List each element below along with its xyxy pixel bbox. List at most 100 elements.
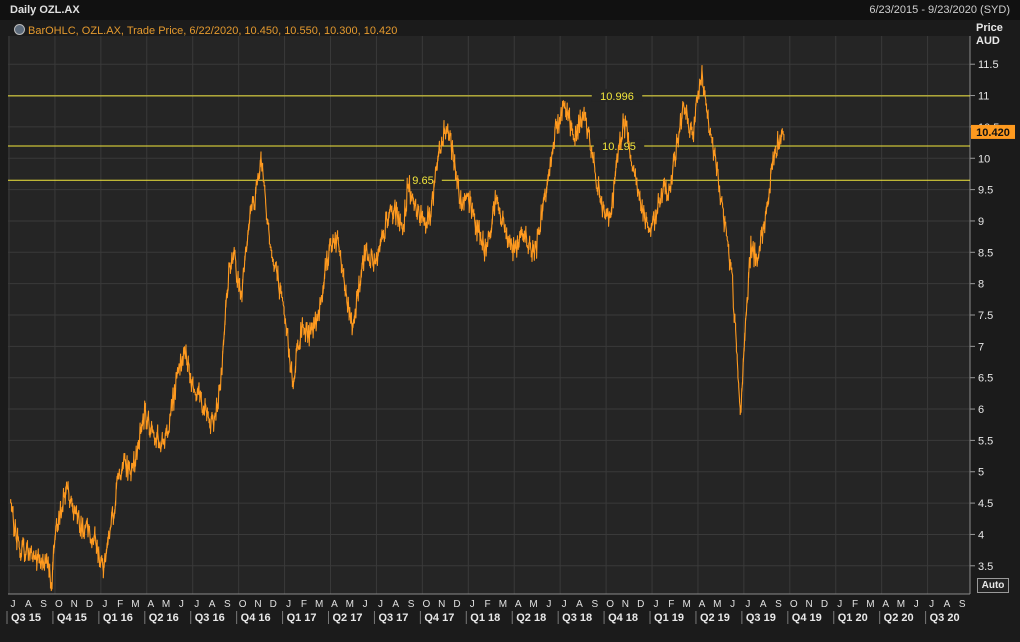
month-tick-label: M [346, 599, 354, 610]
axis-unit-price: Price [976, 22, 1003, 34]
month-tick-label: M [866, 599, 874, 610]
month-tick-label: A [147, 599, 154, 610]
month-tick-label: S [40, 599, 47, 610]
month-tick-label: N [71, 599, 78, 610]
quarter-tick-label: Q3 17 [378, 612, 408, 624]
month-tick-label: D [637, 599, 644, 610]
chart-title: Daily OZL.AX [10, 4, 80, 16]
y-tick-label: 11.5 [978, 59, 999, 71]
auto-scale-button[interactable]: Auto [977, 578, 1009, 593]
y-tick-label: 8.5 [978, 247, 993, 259]
month-tick-label: M [315, 599, 323, 610]
quarter-tick-label: Q3 16 [195, 612, 225, 624]
y-tick-label: 8 [978, 279, 984, 291]
month-tick-label: A [882, 599, 889, 610]
month-tick-label: J [730, 599, 735, 610]
quarter-tick-label: Q1 16 [103, 612, 133, 624]
month-tick-label: A [760, 599, 767, 610]
month-tick-label: M [131, 599, 139, 610]
y-tick-label: 10.5 [978, 122, 999, 134]
month-tick-label: J [378, 599, 383, 610]
month-tick-label: J [745, 599, 750, 610]
title-bar: Daily OZL.AX 6/23/2015 - 9/23/2020 (SYD) [0, 0, 1020, 20]
plot-area[interactable] [8, 36, 970, 594]
quarter-tick-label: Q1 19 [654, 612, 684, 624]
month-tick-label: J [286, 599, 291, 610]
month-tick-label: A [515, 599, 522, 610]
month-tick-label: D [453, 599, 460, 610]
month-tick-label: S [224, 599, 231, 610]
month-tick-label: N [438, 599, 445, 610]
y-tick-label: 4 [978, 529, 984, 541]
month-tick-label: J [929, 599, 934, 610]
y-tick-label: 9 [978, 216, 984, 228]
quarter-tick-label: Q4 18 [608, 612, 638, 624]
month-tick-label: O [239, 599, 247, 610]
month-tick-label: F [668, 599, 674, 610]
month-tick-label: S [775, 599, 782, 610]
price-axis-unit: Price AUD [976, 22, 1003, 48]
quarter-tick-label: Q3 20 [930, 612, 960, 624]
month-tick-label: O [606, 599, 614, 610]
month-tick-label: O [422, 599, 430, 610]
month-tick-label: J [194, 599, 199, 610]
month-tick-label: O [55, 599, 63, 610]
month-tick-label: J [179, 599, 184, 610]
month-tick-label: A [331, 599, 338, 610]
quarter-tick-label: Q2 17 [333, 612, 363, 624]
y-tick-label: 7 [978, 341, 984, 353]
quarter-tick-label: Q4 16 [241, 612, 271, 624]
month-tick-label: F [301, 599, 307, 610]
axis-unit-currency: AUD [976, 35, 1000, 47]
quarter-tick-label: Q3 19 [746, 612, 776, 624]
y-tick-label: 7.5 [978, 310, 993, 322]
month-tick-label: S [408, 599, 415, 610]
month-tick-label: J [363, 599, 368, 610]
legend-text: BarOHLC, OZL.AX, Trade Price, 6/22/2020,… [28, 25, 398, 37]
month-tick-label: A [25, 599, 32, 610]
quarter-tick-label: Q1 17 [287, 612, 317, 624]
month-tick-label: J [837, 599, 842, 610]
month-tick-label: M [162, 599, 170, 610]
series-legend[interactable]: BarOHLC, OZL.AX, Trade Price, 6/22/2020,… [14, 24, 397, 38]
month-tick-label: M [499, 599, 507, 610]
date-range: 6/23/2015 - 9/23/2020 (SYD) [869, 4, 1010, 16]
month-tick-label: A [576, 599, 583, 610]
month-tick-label: D [270, 599, 277, 610]
month-tick-label: J [914, 599, 919, 610]
y-tick-label: 5 [978, 467, 984, 479]
y-tick-label: 6.5 [978, 373, 993, 385]
y-tick-label: 10 [978, 153, 990, 165]
month-tick-label: A [209, 599, 216, 610]
month-tick-label: D [86, 599, 93, 610]
quarter-tick-label: Q1 18 [470, 612, 500, 624]
current-price-tag [971, 124, 1015, 139]
month-tick-label: J [654, 599, 659, 610]
y-tick-label: 4.5 [978, 498, 993, 510]
quarter-tick-label: Q2 16 [149, 612, 179, 624]
month-tick-label: M [682, 599, 690, 610]
month-tick-label: S [959, 599, 966, 610]
current-price-label: 10.420 [976, 127, 1010, 139]
month-tick-label: M [529, 599, 537, 610]
month-tick-label: N [622, 599, 629, 610]
month-tick-label: J [470, 599, 475, 610]
month-tick-label: N [806, 599, 813, 610]
quarter-tick-label: Q2 20 [884, 612, 914, 624]
month-tick-label: N [254, 599, 261, 610]
y-tick-label: 11 [978, 91, 989, 103]
month-tick-label: F [852, 599, 858, 610]
settings-icon[interactable] [14, 24, 25, 35]
y-tick-label: 6 [978, 404, 984, 416]
month-tick-label: J [562, 599, 567, 610]
quarter-tick-label: Q1 20 [838, 612, 868, 624]
quarter-tick-label: Q4 17 [424, 612, 454, 624]
month-tick-label: M [897, 599, 905, 610]
month-tick-label: F [485, 599, 491, 610]
month-tick-label: S [591, 599, 598, 610]
month-tick-label: J [546, 599, 551, 610]
month-tick-label: J [11, 599, 16, 610]
month-tick-label: A [392, 599, 399, 610]
quarter-tick-label: Q4 19 [792, 612, 822, 624]
